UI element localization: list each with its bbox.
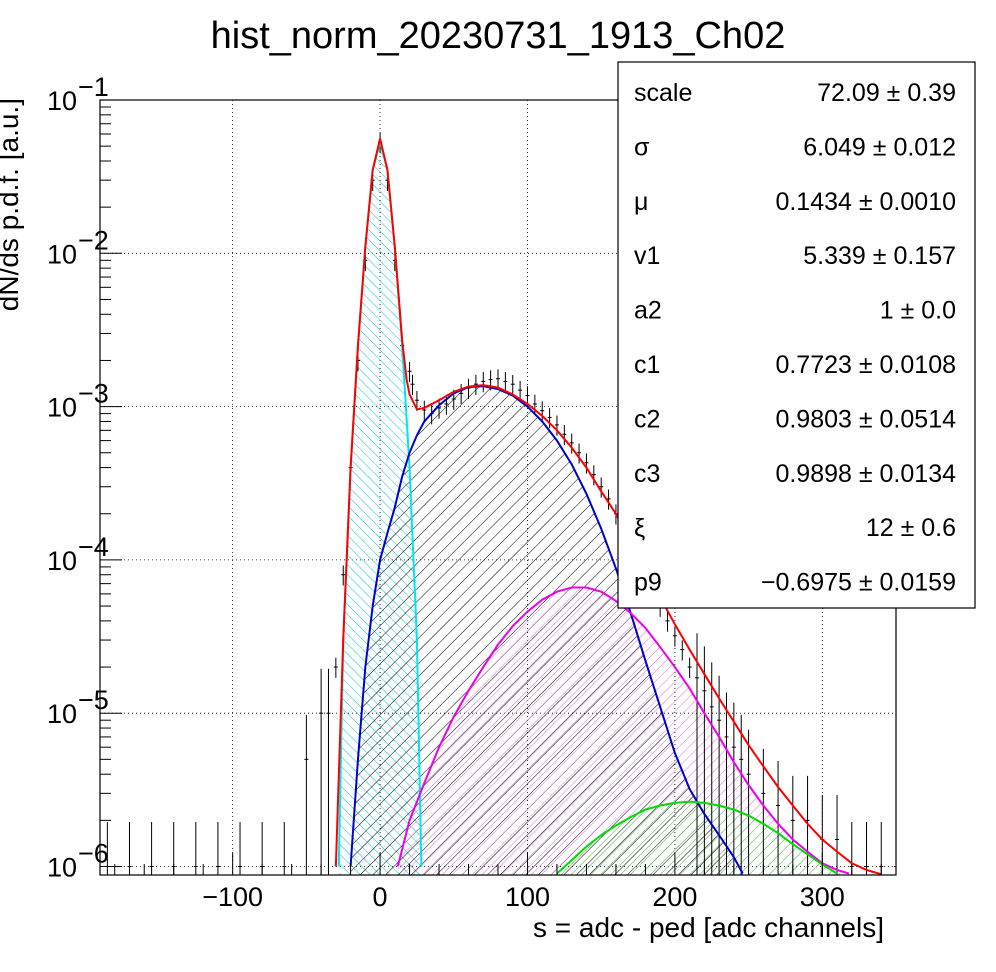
y-tick-exponent: −1 [78,72,109,102]
stats-value: 12 ± 0.6 [866,514,956,542]
stats-name: scale [634,79,692,107]
x-tick-label: 100 [505,882,550,912]
stats-value: 5.339 ± 0.157 [803,242,956,270]
stats-name: μ [634,188,648,216]
y-tick-label: 10 [47,393,77,423]
fill-areas [338,142,849,875]
stats-box: scale 72.09 ± 0.39 σ 6.049 ± 0.012 μ 0.1434 ±… [617,61,976,609]
y-axis-label: dN/ds p.d.f. [a.u.] [0,98,24,311]
stats-name: ξ [634,514,645,542]
stats-name: c2 [634,405,660,433]
fit-component-curve [556,800,838,875]
stats-value: 0.9898 ± 0.0134 [775,460,956,488]
x-tick-label: −100 [202,882,263,912]
stats-value: −0.6975 ± 0.0159 [761,569,956,597]
stats-value: 0.9803 ± 0.0514 [775,405,956,433]
component-fill [397,587,849,875]
stats-value: 0.7723 ± 0.0108 [775,351,956,379]
y-axis: 10−610−510−410−310−210−1 [47,72,122,882]
x-axis: −100 0 100 200 300 [114,853,882,912]
stats-value: 0.1434 ± 0.0010 [775,188,956,216]
x-tick-label: 200 [652,882,697,912]
y-tick-exponent: −3 [78,379,109,409]
y-tick-label: 10 [47,239,77,269]
chart-title: hist_norm_20230731_1913_Ch02 [211,15,786,57]
stats-name: c3 [634,460,660,488]
stats-name: σ [634,133,650,161]
fit-curves [334,138,882,875]
stats-name: c1 [634,351,660,379]
y-tick-exponent: −4 [78,532,109,562]
x-axis-label: s = adc - ped [adc channels] [533,912,884,943]
stats-name: p9 [634,569,662,597]
stats-name: a2 [634,297,662,325]
y-tick-label: 10 [47,852,77,882]
stats-box-frame [617,61,976,609]
stats-name: v1 [634,242,660,270]
stats-value: 6.049 ± 0.012 [803,133,956,161]
y-tick-label: 10 [47,86,77,116]
y-tick-label: 10 [47,546,77,576]
y-tick-exponent: −2 [78,225,109,255]
stats-value: 1 ± 0.0 [880,297,956,325]
x-tick-label: 300 [800,882,845,912]
x-tick-label: 0 [373,882,388,912]
y-tick-exponent: −5 [78,685,109,715]
y-tick-exponent: −6 [78,838,109,868]
y-tick-label: 10 [47,699,77,729]
stats-value: 72.09 ± 0.39 [817,79,956,107]
fit-total-curve [334,138,882,875]
